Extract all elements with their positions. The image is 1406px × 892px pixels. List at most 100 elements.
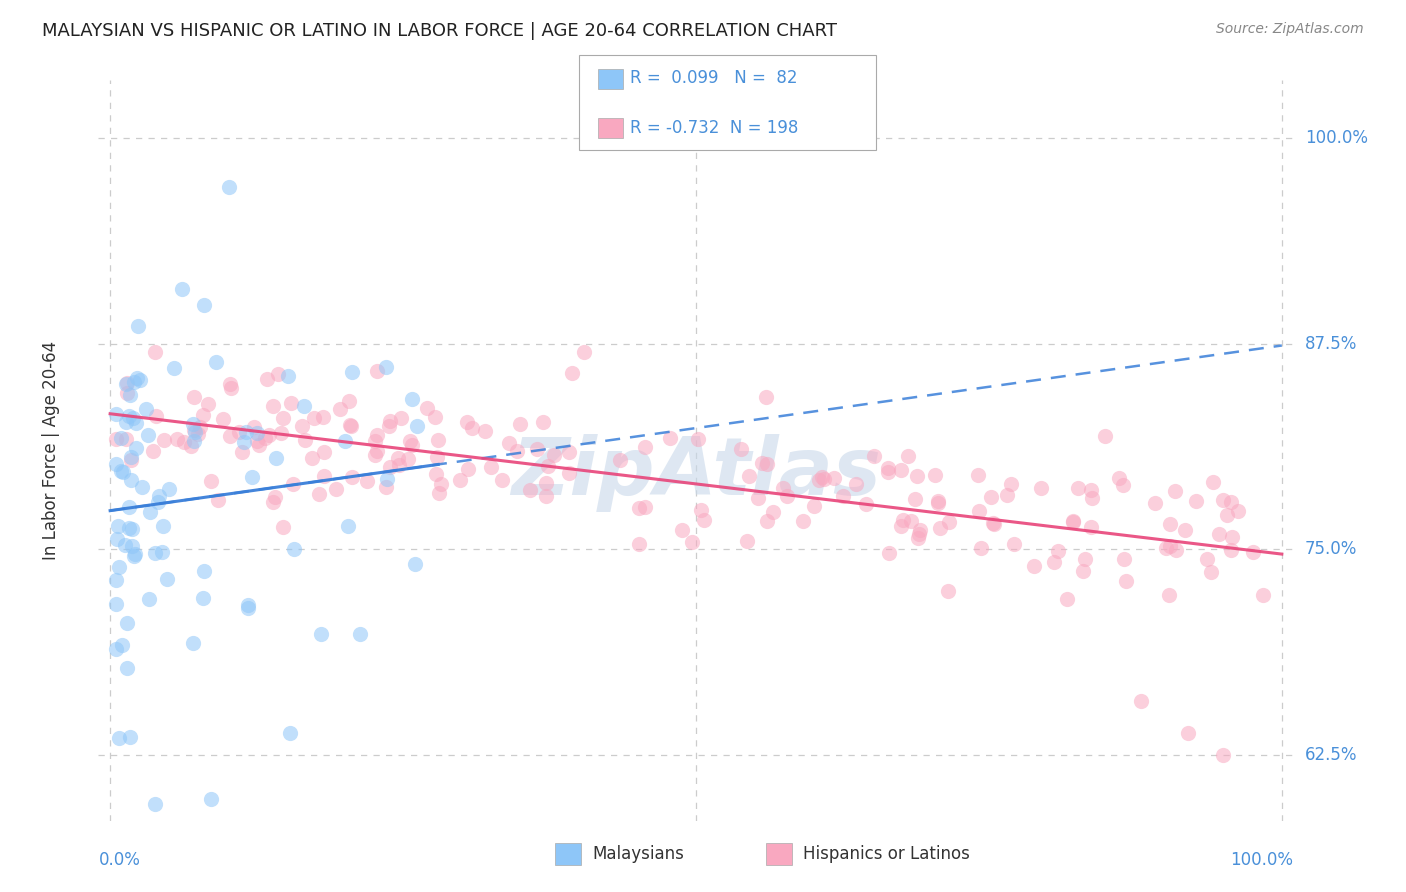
Point <box>233 435 256 450</box>
Point <box>146 495 169 509</box>
Point <box>658 431 681 445</box>
Point <box>105 597 128 611</box>
Point <box>121 539 143 553</box>
Point <box>877 461 900 475</box>
Point <box>628 501 651 516</box>
Point <box>281 476 304 491</box>
Point <box>543 448 565 462</box>
Point <box>270 425 292 440</box>
Point <box>124 549 146 563</box>
Point <box>124 547 146 561</box>
Point <box>427 486 450 500</box>
Point <box>1115 574 1137 588</box>
Point <box>105 457 128 471</box>
Point <box>143 345 166 359</box>
Point <box>197 397 219 411</box>
Point <box>491 473 513 487</box>
Point <box>143 546 166 560</box>
Point <box>180 439 202 453</box>
Point <box>1164 543 1187 558</box>
Point <box>183 425 205 439</box>
Point <box>105 641 128 656</box>
Point <box>139 505 162 519</box>
Point <box>761 505 783 519</box>
Point <box>609 452 631 467</box>
Point <box>374 480 396 494</box>
Point <box>240 470 263 484</box>
Point <box>406 418 429 433</box>
Point <box>166 432 188 446</box>
Point <box>138 592 160 607</box>
Point <box>995 488 1018 502</box>
Point <box>207 493 229 508</box>
Point <box>131 480 153 494</box>
Point <box>145 409 167 423</box>
Point <box>1002 537 1025 551</box>
Point <box>877 465 900 479</box>
Point <box>380 414 402 428</box>
Point <box>1219 543 1241 558</box>
Point <box>312 409 335 424</box>
Point <box>378 459 401 474</box>
Point <box>845 476 868 491</box>
Point <box>755 390 778 404</box>
Point <box>150 545 173 559</box>
Point <box>908 523 931 537</box>
Point <box>339 418 361 433</box>
Point <box>730 442 752 456</box>
Point <box>187 427 209 442</box>
Point <box>364 434 387 449</box>
Point <box>1056 591 1078 606</box>
Point <box>557 445 579 459</box>
Point <box>1081 491 1104 505</box>
Point <box>193 409 215 423</box>
Point <box>536 459 558 474</box>
Point <box>404 557 426 571</box>
Point <box>122 411 145 425</box>
Point <box>1062 515 1084 529</box>
Point <box>267 368 290 382</box>
Point <box>1159 539 1181 553</box>
Point <box>122 376 145 390</box>
Point <box>1043 555 1066 569</box>
Point <box>897 449 920 463</box>
Point <box>803 500 825 514</box>
Point <box>688 432 710 446</box>
Point <box>1157 588 1180 602</box>
Point <box>430 477 453 491</box>
Point <box>136 427 159 442</box>
Text: 100.0%: 100.0% <box>1305 128 1368 147</box>
Point <box>689 502 711 516</box>
Point <box>280 726 302 740</box>
Point <box>153 433 176 447</box>
Point <box>398 434 420 448</box>
Point <box>264 490 287 504</box>
Point <box>188 420 211 434</box>
Point <box>1216 508 1239 522</box>
Point <box>311 627 333 641</box>
Point <box>877 546 900 560</box>
Point <box>890 463 912 477</box>
Point <box>628 537 651 551</box>
Point <box>1071 564 1094 578</box>
Point <box>183 424 205 438</box>
Point <box>738 469 761 483</box>
Point <box>366 427 388 442</box>
Point <box>1212 493 1234 508</box>
Point <box>534 489 557 503</box>
Point <box>983 517 1005 532</box>
Point <box>1184 494 1206 508</box>
Point <box>1112 477 1135 491</box>
Point <box>755 514 778 528</box>
Point <box>246 426 269 441</box>
Point <box>823 471 845 485</box>
Point <box>183 635 205 649</box>
Point <box>349 627 371 641</box>
Point <box>811 470 834 484</box>
Point <box>340 365 363 379</box>
Point <box>671 523 693 537</box>
Point <box>148 489 170 503</box>
Point <box>929 521 952 535</box>
Point <box>1024 558 1046 573</box>
Point <box>152 519 174 533</box>
